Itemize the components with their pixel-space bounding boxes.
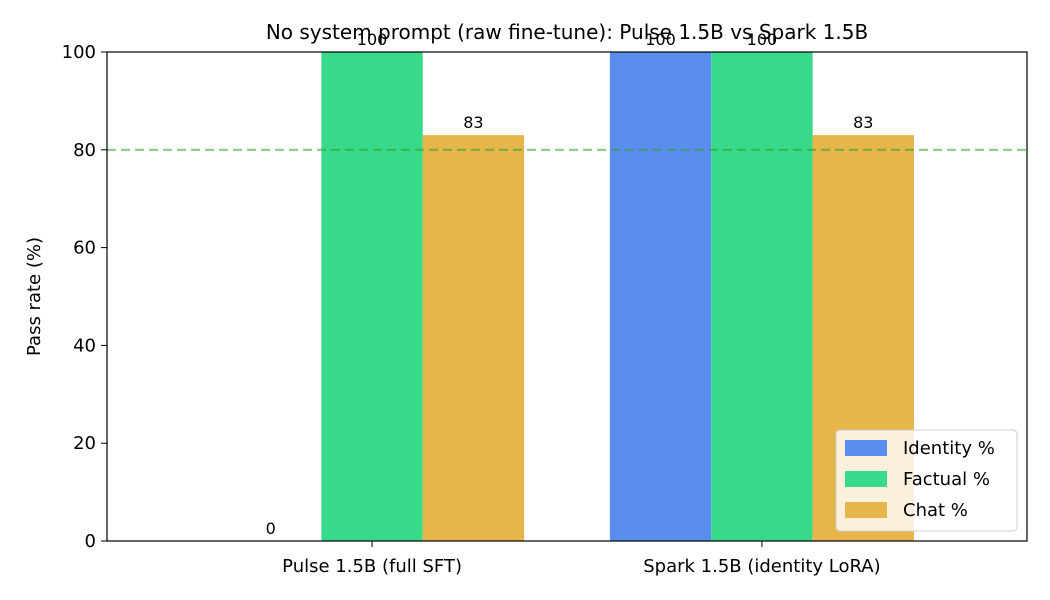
y-tick-label-3: 40 bbox=[73, 335, 96, 356]
data-label-1-1: 0 bbox=[266, 519, 276, 538]
legend-label-3: Chat % bbox=[903, 500, 968, 521]
plot-frame bbox=[106, 51, 1028, 542]
y-axis-label: Pass rate (%) bbox=[24, 237, 45, 356]
bar-2-1 bbox=[321, 52, 423, 541]
data-label-2-1: 100 bbox=[357, 30, 388, 49]
y-tick-label-5: 80 bbox=[73, 140, 96, 161]
legend-label-2: Factual % bbox=[903, 469, 990, 490]
legend: Identity % Factual % Chat % bbox=[835, 429, 1018, 532]
data-labels-layer: 0 100 83 100 100 83 bbox=[266, 30, 874, 538]
legend-label-1: Identity % bbox=[903, 438, 995, 459]
data-label-3-1: 83 bbox=[463, 113, 483, 132]
y-tick-label-1: 0 bbox=[85, 531, 96, 552]
legend-swatch-3 bbox=[845, 502, 887, 518]
axes-layer: Pulse 1.5B (full SFT) Spark 1.5B (identit… bbox=[62, 42, 881, 577]
bar-2-2 bbox=[711, 52, 813, 541]
data-label-3-2: 83 bbox=[853, 113, 873, 132]
data-label-2-2: 100 bbox=[747, 30, 778, 49]
y-tick-label-6: 100 bbox=[62, 42, 96, 63]
x-tick-label-2: Spark 1.5B (identity LoRA) bbox=[643, 556, 880, 577]
chart-title: No system prompt (raw fine-tune): Pulse … bbox=[266, 20, 868, 44]
data-label-1-2: 100 bbox=[645, 30, 676, 49]
legend-swatch-1 bbox=[845, 440, 887, 456]
bars-layer bbox=[321, 52, 914, 541]
x-tick-label-1: Pulse 1.5B (full SFT) bbox=[282, 556, 462, 577]
y-tick-label-2: 20 bbox=[73, 433, 96, 454]
bar-3-1 bbox=[422, 135, 525, 541]
legend-swatch-2 bbox=[845, 471, 887, 487]
bar-1-2 bbox=[609, 52, 712, 541]
y-tick-label-4: 60 bbox=[73, 238, 96, 259]
